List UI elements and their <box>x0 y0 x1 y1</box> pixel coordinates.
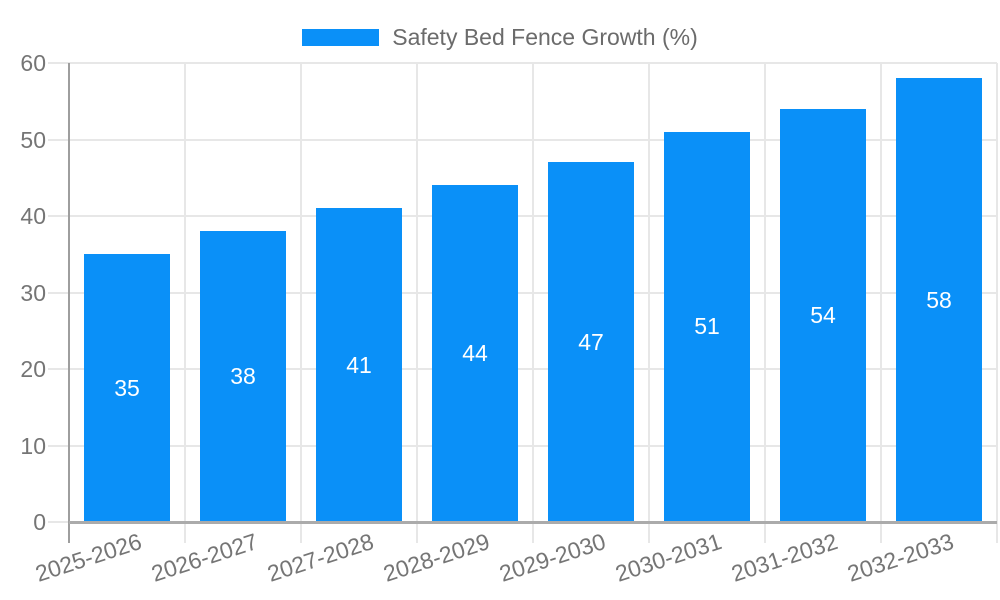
gridline-h <box>48 138 997 141</box>
x-tick-label: 2028-2029 <box>380 528 493 587</box>
bar-value-label: 38 <box>230 363 256 390</box>
bar-value-label: 44 <box>462 340 488 367</box>
x-tick-label: 2025-2026 <box>32 528 145 587</box>
bar[interactable]: 51 <box>664 131 750 522</box>
y-tick-label: 20 <box>20 356 46 382</box>
bar[interactable]: 47 <box>548 162 634 522</box>
x-tick-label: 2031-2032 <box>728 528 841 587</box>
gridline-v <box>416 63 418 543</box>
bar-value-label: 51 <box>694 313 720 340</box>
gridline-h <box>48 215 997 217</box>
gridline-v <box>880 63 882 543</box>
x-tick-label: 2032-2033 <box>844 528 957 587</box>
bar-value-label: 41 <box>346 351 372 378</box>
legend-item[interactable]: Safety Bed Fence Growth (%) <box>0 25 1000 49</box>
gridline-v <box>764 63 766 543</box>
legend-label: Safety Bed Fence Growth (%) <box>392 24 698 50</box>
gridline-h <box>48 368 997 370</box>
gridline-v <box>648 63 650 543</box>
bar[interactable]: 38 <box>200 231 286 522</box>
bar[interactable]: 54 <box>780 108 866 522</box>
gridline-v <box>300 63 302 543</box>
x-tick-label: 2026-2027 <box>148 528 261 587</box>
bar[interactable]: 35 <box>84 254 170 522</box>
bar-value-label: 54 <box>810 301 836 328</box>
x-axis-line <box>69 521 997 524</box>
bar-value-label: 35 <box>114 374 140 401</box>
bar-value-label: 58 <box>926 286 952 313</box>
gridline-h <box>48 62 997 64</box>
legend-swatch-icon <box>302 28 380 46</box>
y-axis-line <box>68 63 70 543</box>
y-tick-label: 10 <box>20 432 46 459</box>
y-tick-label: 30 <box>20 279 46 306</box>
gridline-h <box>48 291 997 294</box>
bar[interactable]: 58 <box>896 78 982 522</box>
y-tick-label: 50 <box>20 126 46 153</box>
bar-value-label: 47 <box>578 328 604 355</box>
y-tick-label: 60 <box>20 50 46 76</box>
gridline-v <box>996 63 998 543</box>
y-tick-label: 0 <box>33 509 46 535</box>
gridline-h <box>48 444 997 447</box>
x-tick-label: 2030-2031 <box>612 528 725 587</box>
y-tick-label: 40 <box>20 203 46 229</box>
gridline-v <box>532 63 534 543</box>
gridline-v <box>184 63 186 543</box>
bar[interactable]: 41 <box>316 208 402 522</box>
bar[interactable]: 44 <box>432 185 518 522</box>
x-tick-label: 2027-2028 <box>264 528 377 587</box>
x-tick-label: 2029-2030 <box>496 528 609 587</box>
